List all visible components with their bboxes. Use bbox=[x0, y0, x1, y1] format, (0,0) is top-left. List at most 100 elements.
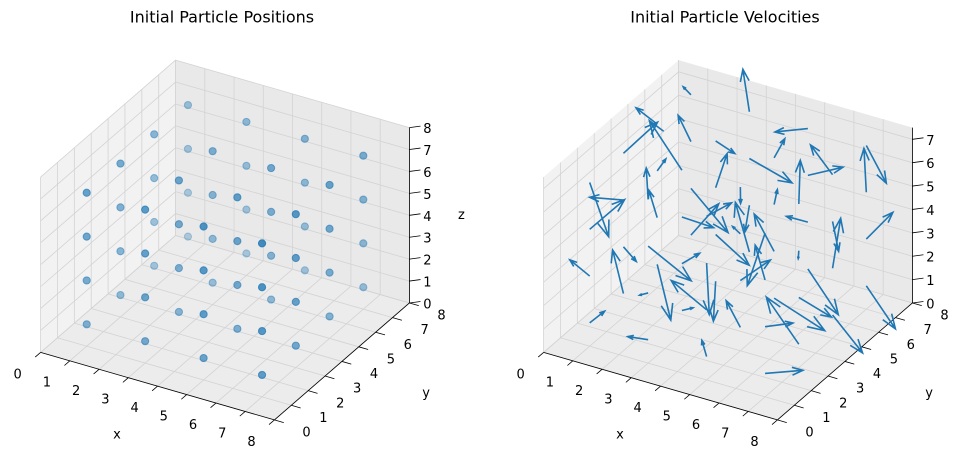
z-tick bbox=[409, 235, 421, 238]
z-tick-label: 5 bbox=[926, 181, 934, 196]
y-tick-label: 0 bbox=[302, 425, 310, 440]
x-tick bbox=[567, 360, 574, 366]
point bbox=[199, 222, 208, 231]
y-tick-label: 6 bbox=[404, 338, 412, 353]
y-tick-label: 8 bbox=[940, 309, 948, 324]
y-tick bbox=[777, 419, 787, 423]
point bbox=[359, 195, 368, 204]
x-tick bbox=[596, 368, 603, 375]
y-tick bbox=[308, 390, 318, 394]
arrow bbox=[865, 145, 888, 186]
point bbox=[300, 266, 309, 275]
point bbox=[233, 280, 242, 290]
point bbox=[150, 261, 159, 270]
y-tick-label: 3 bbox=[856, 382, 864, 397]
point bbox=[291, 253, 300, 263]
y-tick bbox=[274, 419, 284, 423]
point bbox=[325, 180, 334, 190]
arrow bbox=[568, 258, 591, 277]
point bbox=[174, 176, 183, 185]
point bbox=[174, 263, 183, 273]
x-tick-label: 7 bbox=[218, 426, 226, 441]
z-tick-label: 3 bbox=[423, 232, 431, 247]
arrow bbox=[809, 143, 834, 176]
z-tick bbox=[912, 207, 924, 210]
grid-line bbox=[40, 213, 176, 331]
y-tick bbox=[409, 302, 419, 307]
grid-line bbox=[661, 249, 896, 318]
x-axis-label: x bbox=[616, 428, 624, 443]
x-tick-label: 4 bbox=[130, 401, 138, 416]
point bbox=[291, 210, 300, 219]
grid-line bbox=[175, 169, 410, 238]
arrow bbox=[764, 366, 806, 376]
y-axis-label: y bbox=[422, 386, 430, 401]
point bbox=[141, 293, 150, 302]
grid-line bbox=[543, 211, 679, 330]
y-tick bbox=[794, 404, 804, 409]
grid-line bbox=[175, 147, 410, 216]
z-tick bbox=[409, 213, 421, 216]
z-tick-label: 4 bbox=[926, 204, 934, 219]
y-tick-label: 7 bbox=[923, 323, 931, 338]
y-tick-label: 6 bbox=[907, 338, 915, 353]
z-tick-label: 2 bbox=[423, 254, 431, 269]
point bbox=[257, 326, 267, 336]
y-tick bbox=[827, 375, 838, 380]
arrow bbox=[648, 118, 683, 171]
grid-line bbox=[678, 141, 913, 210]
arrow bbox=[773, 297, 827, 332]
arrow bbox=[625, 334, 649, 341]
arrow bbox=[589, 198, 627, 230]
grid-line bbox=[594, 308, 829, 377]
arrow bbox=[610, 247, 625, 294]
point bbox=[82, 276, 91, 285]
x-tick bbox=[771, 419, 778, 425]
grid-line bbox=[644, 264, 879, 333]
point bbox=[300, 178, 309, 187]
point bbox=[242, 161, 251, 170]
point bbox=[150, 130, 159, 139]
y-tick-label: 4 bbox=[370, 367, 378, 382]
arrow bbox=[753, 211, 775, 252]
x-tick-label: 3 bbox=[604, 393, 612, 408]
x-tick bbox=[537, 352, 544, 358]
grid-line bbox=[40, 147, 176, 266]
y-tick bbox=[375, 331, 386, 336]
grid-line bbox=[40, 103, 176, 222]
point bbox=[82, 188, 91, 197]
x-tick-label: 8 bbox=[247, 435, 255, 450]
point bbox=[208, 190, 217, 200]
point bbox=[233, 324, 242, 333]
arrow bbox=[690, 187, 730, 235]
grid-line bbox=[678, 118, 913, 187]
arrow bbox=[739, 67, 751, 112]
point bbox=[141, 249, 150, 258]
arrow bbox=[865, 285, 897, 331]
z-tick bbox=[912, 137, 924, 140]
grid-line bbox=[40, 169, 176, 287]
arrow bbox=[677, 113, 692, 142]
point bbox=[141, 337, 150, 346]
grid-line bbox=[543, 94, 679, 213]
grid-line bbox=[560, 337, 795, 406]
arrow bbox=[656, 264, 674, 323]
y-tick-label: 2 bbox=[839, 396, 847, 411]
arrow bbox=[831, 221, 841, 254]
arrow bbox=[773, 187, 779, 205]
x-tick bbox=[64, 360, 71, 366]
x-tick-label: 8 bbox=[750, 435, 758, 450]
point bbox=[257, 283, 267, 292]
y-tick-label: 1 bbox=[319, 411, 327, 426]
x-tick bbox=[713, 402, 720, 408]
point bbox=[291, 297, 300, 306]
z-tick bbox=[912, 184, 924, 187]
x-tick-label: 0 bbox=[517, 367, 525, 382]
x-tick bbox=[654, 385, 661, 392]
z-tick bbox=[409, 169, 421, 172]
arrow bbox=[700, 338, 708, 357]
x-tick-label: 1 bbox=[546, 376, 554, 391]
z-tick-label: 1 bbox=[926, 274, 934, 289]
grid-line bbox=[678, 71, 913, 140]
